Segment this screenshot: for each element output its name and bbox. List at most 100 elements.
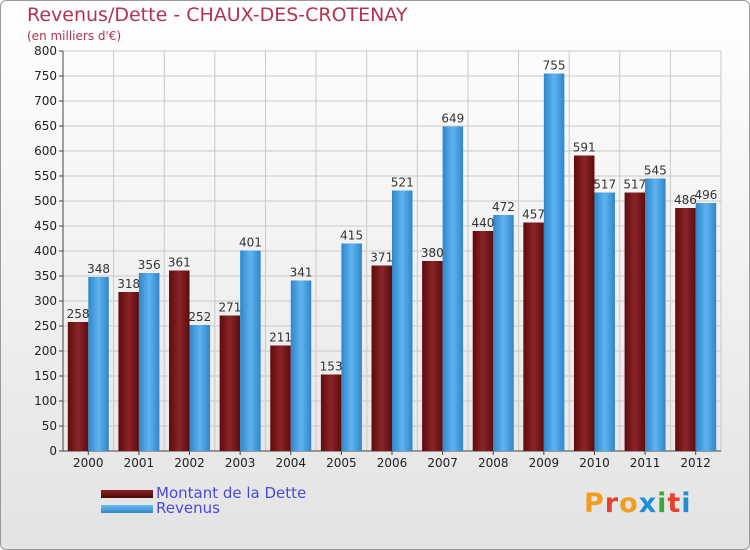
ytick-label-650: 650 xyxy=(34,119,57,133)
data-label-revenus-2010: 517 xyxy=(593,178,616,192)
bar-revenus-2011 xyxy=(645,178,666,451)
bar-revenus-2006 xyxy=(392,190,413,451)
legend-item-debt: Montant de la Dette xyxy=(101,486,306,501)
data-label-revenus-2004: 341 xyxy=(290,266,313,280)
legend-swatch-revenus xyxy=(101,504,153,513)
data-label-revenus-2001: 356 xyxy=(138,258,161,272)
bar-debt-2002 xyxy=(169,270,190,451)
data-label-revenus-2009: 755 xyxy=(543,59,566,73)
ytick-label-350: 350 xyxy=(34,269,57,283)
data-label-debt-2001: 318 xyxy=(117,277,140,291)
data-label-debt-2007: 380 xyxy=(421,246,444,260)
data-label-debt-2011: 517 xyxy=(623,178,646,192)
data-label-revenus-2002: 252 xyxy=(188,310,211,324)
xtick-label-2002: 2002 xyxy=(174,456,205,470)
data-label-revenus-2007: 649 xyxy=(441,112,464,126)
data-label-revenus-2003: 401 xyxy=(239,236,262,250)
xtick-label-2010: 2010 xyxy=(579,456,610,470)
ytick-label-750: 750 xyxy=(34,69,57,83)
bar-debt-2003 xyxy=(219,315,241,451)
xtick-label-2000: 2000 xyxy=(73,456,104,470)
chart-subtitle: (en milliers d'€) xyxy=(27,29,122,43)
xtick-label-2003: 2003 xyxy=(225,456,256,470)
bar-debt-2007 xyxy=(422,261,443,451)
logo-letter: o xyxy=(619,488,639,519)
ytick-label-250: 250 xyxy=(34,319,57,333)
bar-debt-2010 xyxy=(573,155,595,451)
logo-letter: i xyxy=(657,488,668,519)
ytick-label-400: 400 xyxy=(34,244,57,258)
bar-revenus-2002 xyxy=(189,325,211,451)
data-label-debt-2006: 371 xyxy=(370,251,393,265)
bar-revenus-2009 xyxy=(543,73,565,451)
proxiti-logo: Proxiti xyxy=(584,488,692,519)
data-label-revenus-2012: 496 xyxy=(694,188,717,202)
data-label-debt-2008: 440 xyxy=(472,216,495,230)
logo-letter: P xyxy=(584,488,605,519)
xtick-label-2001: 2001 xyxy=(124,456,155,470)
bar-revenus-2005 xyxy=(341,243,362,451)
ytick-label-550: 550 xyxy=(34,169,57,183)
bar-revenus-2001 xyxy=(138,273,160,451)
bar-debt-2011 xyxy=(624,192,646,451)
xtick-label-2007: 2007 xyxy=(427,456,458,470)
logo-letter: x xyxy=(638,488,658,519)
bar-debt-2000 xyxy=(67,322,89,451)
xtick-label-2009: 2009 xyxy=(529,456,560,470)
bar-revenus-2003 xyxy=(240,250,261,451)
data-label-revenus-2008: 472 xyxy=(492,200,515,214)
data-label-debt-2002: 361 xyxy=(168,256,191,270)
bar-revenus-2010 xyxy=(594,192,615,451)
legend: Montant de la Dette Revenus xyxy=(101,486,306,516)
logo-letter: r xyxy=(604,488,620,519)
axes: 0 50 100 150 200 250 300 350 400 450 500 550 600 650 7… xyxy=(34,44,721,470)
xtick-label-2012: 2012 xyxy=(680,456,711,470)
ytick-label-500: 500 xyxy=(34,194,57,208)
data-label-debt-2009: 457 xyxy=(522,208,545,222)
ytick-label-600: 600 xyxy=(34,144,57,158)
logo-letter: t xyxy=(667,488,682,519)
legend-item-revenus: Revenus xyxy=(101,501,306,516)
logo-letter: i xyxy=(681,488,692,519)
data-label-debt-2000: 258 xyxy=(67,307,90,321)
bar-debt-2001 xyxy=(118,292,139,451)
bar-revenus-2000 xyxy=(88,277,109,451)
xtick-label-2005: 2005 xyxy=(326,456,357,470)
bar-revenus-2007 xyxy=(442,126,464,451)
ytick-label-800: 800 xyxy=(34,44,57,58)
legend-swatch-debt xyxy=(101,489,153,498)
ytick-label-700: 700 xyxy=(34,94,57,108)
bar-revenus-2004 xyxy=(290,280,312,451)
ytick-label-100: 100 xyxy=(34,394,57,408)
bar-debt-2006 xyxy=(371,265,392,451)
data-labels: 258 318 361 271 211 153 371 380 440 457 591 517 486 3… xyxy=(67,59,718,374)
xtick-label-2006: 2006 xyxy=(377,456,408,470)
bar-revenus-2012 xyxy=(695,203,717,451)
ytick-label-450: 450 xyxy=(34,219,57,233)
data-label-revenus-2006: 521 xyxy=(391,176,414,190)
ytick-label-150: 150 xyxy=(34,369,57,383)
bar-debt-2005 xyxy=(320,374,342,451)
bar-debt-2008 xyxy=(472,231,494,451)
data-label-debt-2005: 153 xyxy=(320,360,343,374)
ytick-label-200: 200 xyxy=(34,344,57,358)
bars xyxy=(67,73,717,451)
data-label-debt-2003: 271 xyxy=(218,301,241,315)
data-label-revenus-2000: 348 xyxy=(87,262,110,276)
bar-debt-2004 xyxy=(270,345,291,451)
ytick-label-0: 0 xyxy=(49,444,57,458)
bar-revenus-2008 xyxy=(493,215,514,451)
chart-title: Revenus/Dette - CHAUX-DES-CROTENAY xyxy=(27,4,408,26)
legend-label-revenus: Revenus xyxy=(156,499,220,517)
data-label-debt-2004: 211 xyxy=(269,331,292,345)
xtick-label-2011: 2011 xyxy=(630,456,661,470)
data-label-revenus-2005: 415 xyxy=(340,229,363,243)
bar-debt-2009 xyxy=(523,222,544,451)
data-label-revenus-2011: 545 xyxy=(644,164,667,178)
ytick-label-50: 50 xyxy=(42,419,57,433)
legend-label-debt: Montant de la Dette xyxy=(156,484,307,502)
xtick-label-2008: 2008 xyxy=(478,456,509,470)
ytick-label-300: 300 xyxy=(34,294,57,308)
